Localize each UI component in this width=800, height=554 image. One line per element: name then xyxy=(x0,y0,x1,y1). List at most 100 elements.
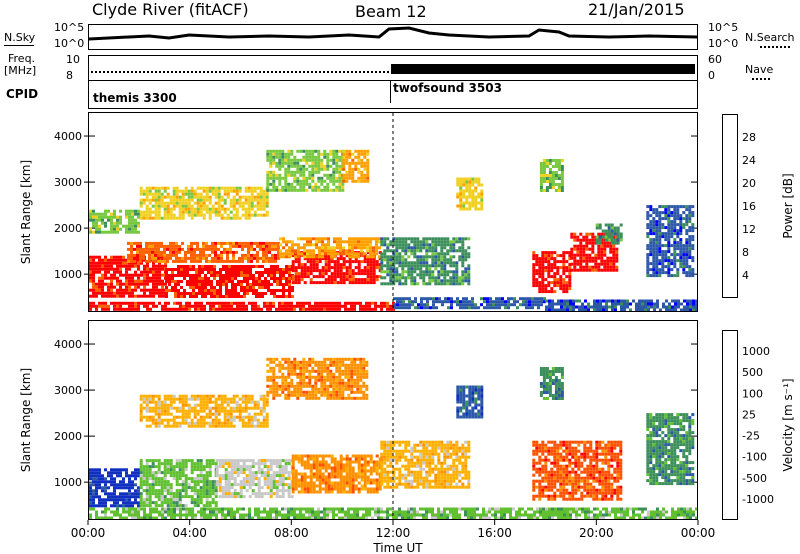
range-cell xyxy=(92,224,95,228)
range-cell xyxy=(214,504,218,508)
range-cell xyxy=(447,306,450,310)
range-cell xyxy=(195,274,198,277)
range-cell xyxy=(395,237,399,241)
range-cell xyxy=(380,270,384,274)
range-cell xyxy=(542,171,546,174)
range-cell xyxy=(446,261,450,265)
range-cell xyxy=(205,498,209,502)
range-cell xyxy=(348,266,352,270)
range-cell xyxy=(327,243,330,247)
range-cell xyxy=(296,167,300,171)
range-cell xyxy=(157,498,161,502)
nsearch-legend-line xyxy=(760,46,790,48)
range-cell xyxy=(673,229,677,233)
range-cell xyxy=(315,469,319,473)
range-cell xyxy=(342,246,345,250)
range-cell xyxy=(345,176,349,180)
range-cell xyxy=(172,207,176,211)
range-cell xyxy=(294,251,298,255)
range-cell xyxy=(139,189,143,193)
range-cell xyxy=(168,289,171,292)
range-cell xyxy=(178,477,182,481)
range-cell xyxy=(287,471,291,475)
range-cell xyxy=(205,462,209,466)
range-cell xyxy=(348,161,352,165)
range-cell xyxy=(197,301,200,305)
range-cell xyxy=(670,220,674,224)
range-cell xyxy=(205,210,209,214)
range-cell xyxy=(537,306,540,310)
range-cell xyxy=(187,483,191,487)
range-cell xyxy=(602,308,605,312)
range-cell xyxy=(145,204,149,208)
range-cell xyxy=(107,471,110,475)
range-cell xyxy=(166,253,169,257)
range-cell xyxy=(516,306,519,310)
range-cell xyxy=(375,252,378,256)
range-cell xyxy=(461,276,465,280)
range-cell xyxy=(255,277,258,280)
range-cell xyxy=(682,226,686,230)
range-cell xyxy=(416,246,420,250)
range-cell xyxy=(151,241,154,245)
range-cell xyxy=(653,308,656,312)
range-cell xyxy=(207,268,210,271)
range-cell xyxy=(232,198,236,202)
range-cell xyxy=(597,250,601,254)
range-cell xyxy=(160,504,164,508)
range-cell xyxy=(95,288,98,292)
range-cell xyxy=(193,468,197,472)
range-cell xyxy=(98,501,101,505)
range-cell xyxy=(128,288,131,292)
range-cell xyxy=(545,180,549,183)
range-cell xyxy=(603,244,607,248)
range-cell xyxy=(682,262,686,266)
range-cell xyxy=(426,300,429,304)
range-cell xyxy=(332,155,336,159)
range-cell xyxy=(553,284,557,288)
range-cell xyxy=(655,247,659,251)
range-cell xyxy=(238,186,242,190)
range-cell xyxy=(544,290,548,294)
range-cell xyxy=(293,176,297,180)
range-cell xyxy=(311,173,315,177)
range-cell xyxy=(495,303,498,307)
range-cell xyxy=(190,213,194,217)
range-cell xyxy=(220,256,223,260)
range-cell xyxy=(281,185,285,189)
range-cell xyxy=(303,484,307,488)
range-cell xyxy=(607,238,611,242)
range-cell xyxy=(183,277,186,280)
range-cell xyxy=(113,267,116,271)
range-cell xyxy=(143,279,146,283)
range-cell xyxy=(160,198,164,202)
range-cell xyxy=(224,459,228,463)
range-cell xyxy=(649,262,653,266)
range-cell xyxy=(197,307,200,311)
range-cell xyxy=(228,274,231,277)
range-cell xyxy=(461,237,465,241)
range-cell xyxy=(119,304,122,308)
range-cell xyxy=(670,244,674,248)
range-cell xyxy=(178,259,181,263)
range-cell xyxy=(197,304,200,308)
range-cell xyxy=(296,158,300,162)
range-cell xyxy=(152,288,155,292)
range-cell xyxy=(324,243,327,247)
range-cell xyxy=(98,282,101,286)
range-cell xyxy=(119,301,122,305)
range-cell xyxy=(239,486,243,490)
data-region xyxy=(266,149,345,192)
range-cell xyxy=(585,253,589,257)
range-cell xyxy=(119,218,122,222)
range-cell xyxy=(428,264,432,268)
range-cell xyxy=(278,161,282,165)
range-cell xyxy=(189,274,192,277)
range-cell xyxy=(145,198,149,202)
range-cell xyxy=(314,170,318,174)
data-region xyxy=(89,301,395,311)
range-cell xyxy=(110,258,113,262)
range-cell xyxy=(246,280,249,283)
range-cell xyxy=(408,300,411,304)
range-cell xyxy=(342,161,346,165)
